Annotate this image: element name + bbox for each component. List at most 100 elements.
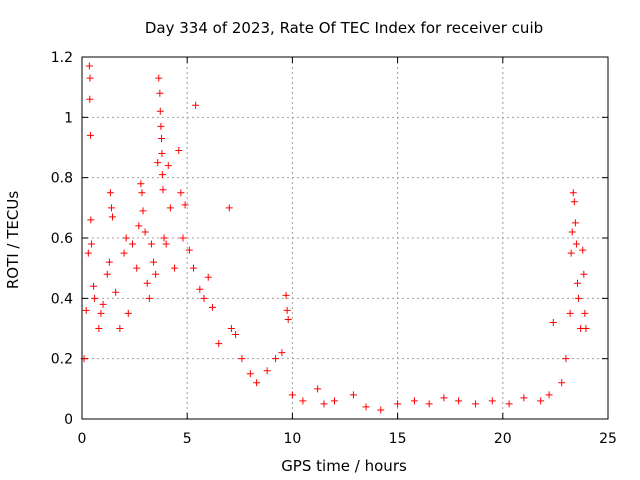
data-point	[562, 355, 570, 363]
data-point	[87, 216, 95, 224]
data-point	[141, 228, 149, 236]
data-point	[362, 403, 370, 411]
data-point	[177, 189, 185, 197]
data-point	[181, 201, 189, 209]
data-point	[175, 147, 183, 155]
y-tick-label: 0.8	[51, 171, 73, 187]
data-point	[159, 186, 167, 194]
data-point	[192, 101, 200, 109]
data-point	[145, 294, 153, 302]
data-point	[86, 95, 94, 103]
data-point	[128, 240, 136, 248]
data-point	[171, 264, 179, 272]
data-point	[150, 258, 158, 266]
data-point	[549, 318, 557, 326]
data-point	[133, 264, 141, 272]
data-point	[84, 249, 92, 257]
y-tick-label: 1	[64, 110, 73, 126]
data-point	[272, 355, 280, 363]
data-point	[567, 249, 575, 257]
data-point	[109, 213, 117, 221]
data-point	[394, 400, 402, 408]
data-point	[124, 309, 132, 317]
data-point	[573, 279, 581, 287]
data-point	[107, 204, 115, 212]
data-point	[238, 355, 246, 363]
data-point	[572, 240, 580, 248]
data-point	[520, 394, 528, 402]
x-tick-label: 20	[494, 431, 512, 447]
data-point	[253, 379, 261, 387]
data-point	[155, 74, 163, 82]
data-point	[157, 122, 165, 130]
data-point	[579, 246, 587, 254]
x-tick-label: 5	[183, 431, 192, 447]
data-point	[377, 406, 385, 414]
plot-frame	[81, 56, 609, 420]
x-tick-label: 0	[78, 431, 87, 447]
data-point	[122, 234, 130, 242]
y-tick-label: 0.6	[51, 231, 73, 247]
data-point	[263, 367, 271, 375]
data-point	[580, 270, 588, 278]
data-point	[545, 391, 553, 399]
data-point	[568, 228, 576, 236]
data-point	[82, 306, 90, 314]
x-tick-label: 10	[283, 431, 301, 447]
data-point	[349, 391, 357, 399]
data-point	[314, 385, 322, 393]
y-axis-label: ROTI / TECUs	[4, 191, 22, 289]
data-point	[143, 279, 151, 287]
data-point	[90, 282, 98, 290]
data-point	[299, 397, 307, 405]
data-point	[558, 379, 566, 387]
data-point	[162, 240, 170, 248]
data-point	[571, 219, 579, 227]
data-point	[137, 180, 145, 188]
x-axis-label: GPS time / hours	[281, 457, 407, 475]
data-point	[147, 240, 155, 248]
data-point	[455, 397, 463, 405]
data-point	[86, 74, 94, 82]
data-point	[179, 234, 187, 242]
data-point	[278, 349, 286, 357]
data-point	[91, 294, 99, 302]
data-point	[166, 204, 174, 212]
data-point	[106, 189, 114, 197]
data-point	[488, 397, 496, 405]
data-point	[575, 294, 583, 302]
data-point	[320, 400, 328, 408]
data-point	[185, 246, 193, 254]
data-point	[158, 134, 166, 142]
data-point	[158, 171, 166, 179]
chart-title: Day 334 of 2023, Rate Of TEC Index for r…	[145, 19, 543, 37]
data-point	[505, 400, 513, 408]
data-point	[569, 189, 577, 197]
y-tick-label: 0.4	[51, 291, 73, 307]
data-point	[156, 89, 164, 97]
data-point	[200, 294, 208, 302]
data-point	[120, 249, 128, 257]
data-point	[164, 162, 172, 170]
data-points	[80, 62, 590, 414]
data-point	[196, 285, 204, 293]
data-point	[156, 107, 164, 115]
data-point	[154, 159, 162, 167]
data-point	[440, 394, 448, 402]
data-point	[87, 240, 95, 248]
data-point	[227, 325, 235, 332]
data-point	[135, 222, 143, 230]
data-point	[284, 315, 292, 323]
data-point	[283, 306, 291, 314]
data-point	[582, 325, 590, 332]
data-point	[204, 273, 212, 281]
data-point	[246, 370, 254, 378]
data-point	[208, 303, 216, 311]
data-point	[232, 331, 240, 339]
data-point	[425, 400, 433, 408]
data-point	[190, 264, 198, 272]
y-tick-label: 0.2	[51, 352, 73, 368]
x-tick-label: 25	[599, 431, 617, 447]
data-point	[537, 397, 545, 405]
